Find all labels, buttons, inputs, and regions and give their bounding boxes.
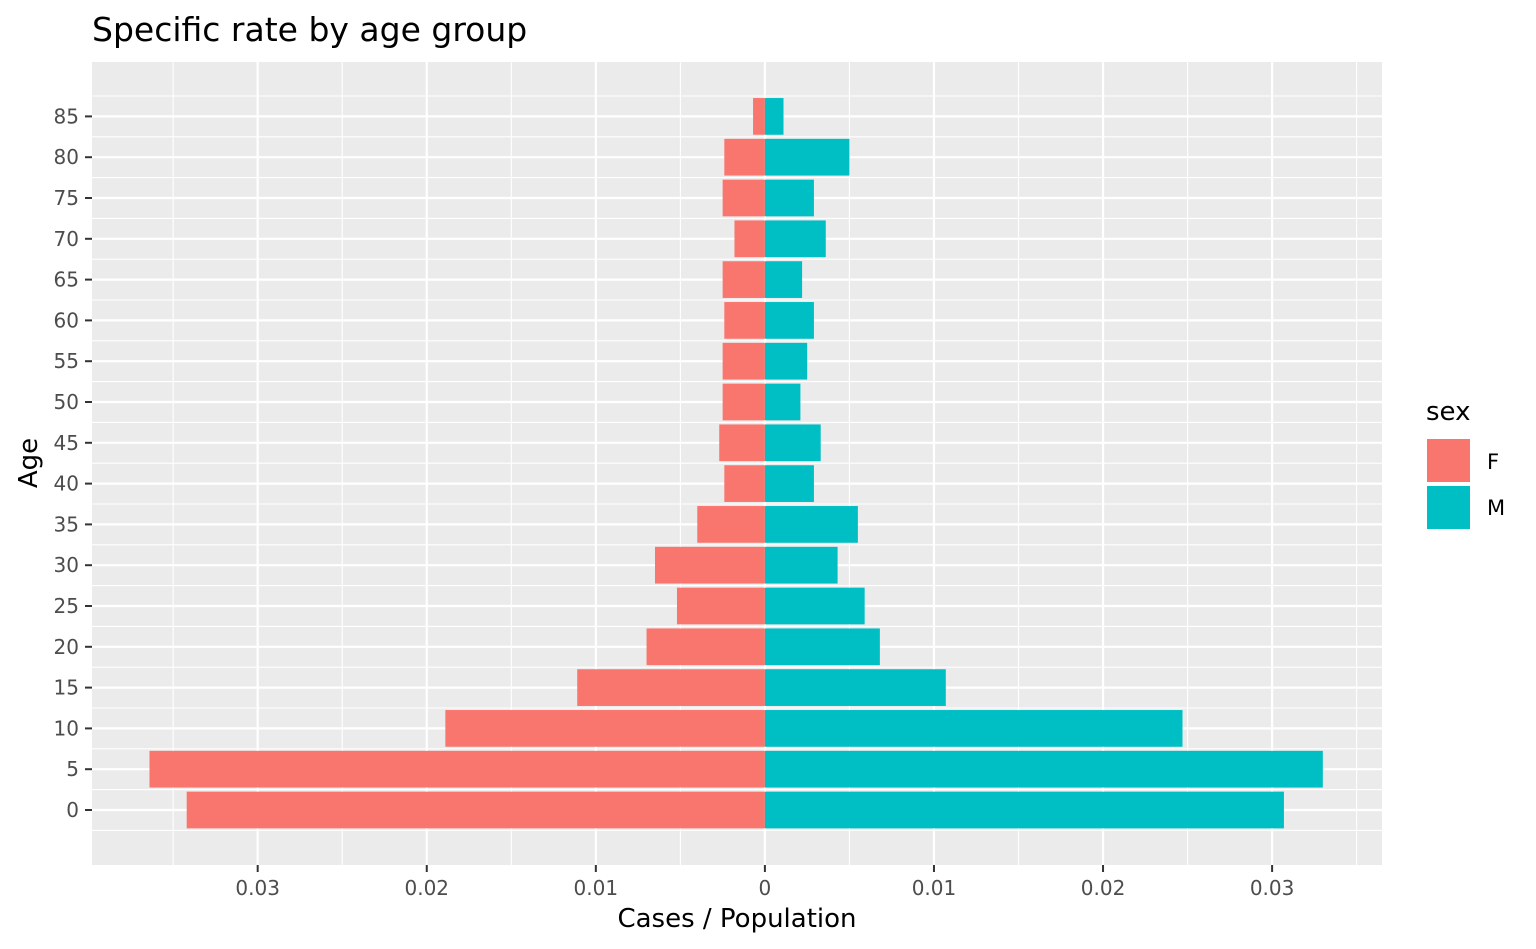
bar-m-0 bbox=[764, 791, 1284, 829]
bar-f-5 bbox=[149, 750, 765, 788]
y-axis: 0 5 10 15 20 25 30 35 40 45 50 55 60 65 70 75 80 85 bbox=[54, 104, 92, 822]
x-axis-title: Cases / Population bbox=[617, 904, 856, 934]
y-tick-label: 60 bbox=[54, 308, 79, 332]
y-tick-label: 30 bbox=[54, 553, 79, 577]
y-tick-label: 5 bbox=[66, 757, 79, 781]
bar-m-25 bbox=[764, 587, 865, 625]
bar-f-80 bbox=[724, 138, 765, 176]
y-axis-title: Age bbox=[14, 438, 44, 488]
bar-m-35 bbox=[764, 506, 858, 543]
bar-f-30 bbox=[655, 546, 765, 584]
y-tick-label: 55 bbox=[54, 349, 79, 373]
bars bbox=[149, 98, 1323, 829]
bar-f-35 bbox=[697, 506, 765, 543]
y-tick-label: 0 bbox=[66, 798, 79, 822]
x-tick-label: 0 bbox=[759, 876, 772, 900]
legend-key-f bbox=[1427, 439, 1470, 482]
bar-m-70 bbox=[764, 220, 826, 258]
bar-f-0 bbox=[186, 791, 765, 829]
bar-m-10 bbox=[764, 710, 1183, 747]
bar-m-45 bbox=[764, 424, 821, 462]
bar-f-70 bbox=[734, 220, 765, 258]
legend-label-f: F bbox=[1487, 450, 1499, 474]
bar-f-45 bbox=[719, 424, 765, 462]
x-axis: 0.03 0.02 0.01 0 0.01 0.02 0.03 bbox=[235, 865, 1294, 900]
bar-f-55 bbox=[722, 342, 765, 380]
y-tick-label: 45 bbox=[54, 431, 79, 455]
y-tick-label: 15 bbox=[54, 676, 79, 700]
x-tick-label: 0.02 bbox=[404, 876, 449, 900]
legend-title: sex bbox=[1426, 397, 1470, 427]
bar-m-55 bbox=[764, 342, 808, 380]
bar-m-50 bbox=[764, 383, 801, 421]
legend-key-m bbox=[1427, 486, 1470, 529]
grid-minor bbox=[92, 62, 1382, 865]
y-tick-label: 75 bbox=[54, 186, 79, 210]
bar-f-60 bbox=[724, 302, 765, 339]
bar-f-85 bbox=[753, 98, 765, 135]
y-tick-label: 85 bbox=[54, 104, 79, 128]
y-tick-label: 10 bbox=[54, 716, 79, 740]
y-tick-label: 20 bbox=[54, 635, 79, 659]
bar-f-25 bbox=[676, 587, 765, 625]
x-tick-label: 0.02 bbox=[1081, 876, 1126, 900]
bar-m-80 bbox=[764, 138, 850, 176]
y-tick-label: 65 bbox=[54, 268, 79, 292]
bar-f-40 bbox=[724, 465, 765, 502]
y-tick-label: 50 bbox=[54, 390, 79, 414]
chart-title: Specific rate by age group bbox=[92, 10, 527, 49]
bar-f-50 bbox=[722, 383, 765, 421]
legend-label-m: M bbox=[1487, 496, 1505, 520]
x-tick-label: 0.01 bbox=[574, 876, 619, 900]
x-tick-label: 0.03 bbox=[235, 876, 280, 900]
bar-m-20 bbox=[764, 628, 880, 666]
bar-f-20 bbox=[646, 628, 765, 666]
y-tick-label: 80 bbox=[54, 145, 79, 169]
bar-m-40 bbox=[764, 465, 814, 502]
bar-f-75 bbox=[722, 179, 765, 217]
x-tick-label: 0.03 bbox=[1250, 876, 1295, 900]
bar-m-65 bbox=[764, 261, 803, 298]
bar-m-15 bbox=[764, 669, 946, 706]
bar-f-15 bbox=[577, 669, 765, 706]
y-tick-label: 35 bbox=[54, 512, 79, 536]
y-tick-label: 25 bbox=[54, 594, 79, 618]
bar-m-60 bbox=[764, 302, 814, 339]
bar-m-30 bbox=[764, 546, 838, 584]
y-tick-label: 70 bbox=[54, 227, 79, 251]
x-tick-label: 0.01 bbox=[912, 876, 957, 900]
y-tick-label: 40 bbox=[54, 472, 79, 496]
bar-m-5 bbox=[764, 750, 1323, 788]
legend: sex F M bbox=[1426, 397, 1505, 529]
bar-f-10 bbox=[445, 710, 765, 747]
bar-m-75 bbox=[764, 179, 814, 217]
bar-f-65 bbox=[722, 261, 765, 298]
bar-m-85 bbox=[764, 98, 784, 135]
